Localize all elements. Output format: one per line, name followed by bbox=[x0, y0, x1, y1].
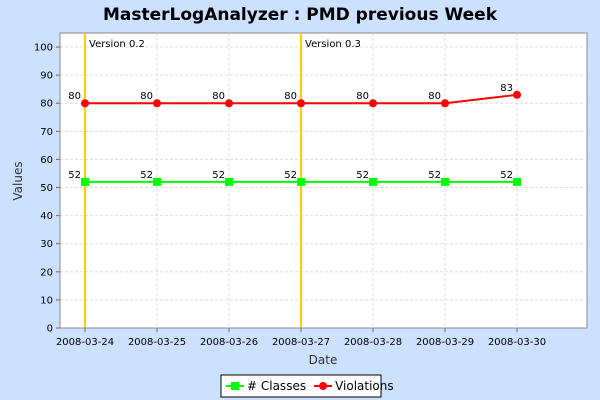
y-tick-label: 20 bbox=[40, 267, 53, 278]
y-tick-label: 100 bbox=[34, 43, 53, 54]
data-label: 52 bbox=[500, 170, 513, 181]
x-tick-label: 2008-03-27 bbox=[272, 337, 330, 348]
data-point bbox=[81, 177, 89, 186]
data-label: 52 bbox=[212, 170, 225, 181]
x-tick-label: 2008-03-30 bbox=[488, 337, 546, 348]
y-tick-label: 50 bbox=[40, 183, 53, 194]
x-tick-label: 2008-03-24 bbox=[56, 337, 114, 348]
data-point bbox=[81, 99, 89, 108]
chart-title: MasterLogAnalyzer : PMD previous Week bbox=[103, 5, 498, 25]
data-label: 52 bbox=[428, 170, 441, 181]
data-point bbox=[153, 99, 161, 108]
data-point bbox=[153, 177, 161, 186]
data-label: 80 bbox=[356, 91, 369, 102]
data-point bbox=[369, 177, 377, 186]
data-point bbox=[513, 177, 521, 186]
data-point bbox=[513, 90, 521, 99]
data-point bbox=[225, 177, 233, 186]
x-tick-label: 2008-03-26 bbox=[200, 337, 258, 348]
legend-label: Violations bbox=[335, 379, 394, 393]
version-marker-label: Version 0.2 bbox=[89, 39, 145, 50]
data-point bbox=[441, 177, 449, 186]
y-tick-label: 70 bbox=[40, 127, 53, 138]
data-label: 52 bbox=[356, 170, 369, 181]
data-label: 83 bbox=[500, 83, 513, 94]
y-tick-label: 90 bbox=[40, 71, 53, 82]
data-point bbox=[441, 99, 449, 108]
data-label: 80 bbox=[212, 91, 225, 102]
data-point bbox=[297, 99, 305, 108]
data-label: 80 bbox=[68, 91, 81, 102]
legend-swatch-marker bbox=[231, 382, 239, 390]
y-tick-label: 60 bbox=[40, 155, 53, 166]
x-tick-label: 2008-03-29 bbox=[416, 337, 474, 348]
legend: # Classes Violations bbox=[220, 374, 394, 398]
data-label: 80 bbox=[284, 91, 297, 102]
version-marker-label: Version 0.3 bbox=[305, 39, 361, 50]
y-tick-label: 40 bbox=[40, 211, 53, 222]
data-label: 52 bbox=[140, 170, 153, 181]
series-layer: 52 52 52 52 52 52 52 80 80 80 80 80 80 83 bbox=[68, 83, 521, 186]
data-label: 80 bbox=[140, 91, 153, 102]
data-point bbox=[297, 177, 305, 186]
axes: 0 10 20 30 40 50 60 70 80 90 100 2008-03-24 2008-03-… bbox=[34, 33, 587, 348]
y-axis-label: Values bbox=[11, 161, 25, 200]
legend-label: # Classes bbox=[247, 379, 306, 393]
y-tick-label: 10 bbox=[40, 295, 53, 306]
data-label: 52 bbox=[68, 170, 81, 181]
x-tick-label: 2008-03-25 bbox=[128, 337, 186, 348]
y-tick-label: 30 bbox=[40, 239, 53, 250]
data-point bbox=[225, 99, 233, 108]
data-label: 52 bbox=[284, 170, 297, 181]
y-tick-label: 0 bbox=[47, 324, 53, 335]
legend-swatch-marker bbox=[319, 382, 328, 390]
x-axis-label: Date bbox=[309, 353, 338, 367]
data-point bbox=[369, 99, 377, 108]
legend-box bbox=[220, 374, 382, 398]
plot-area bbox=[59, 32, 588, 329]
y-tick-label: 80 bbox=[40, 99, 53, 110]
x-tick-label: 2008-03-28 bbox=[344, 337, 402, 348]
data-label: 80 bbox=[428, 91, 441, 102]
